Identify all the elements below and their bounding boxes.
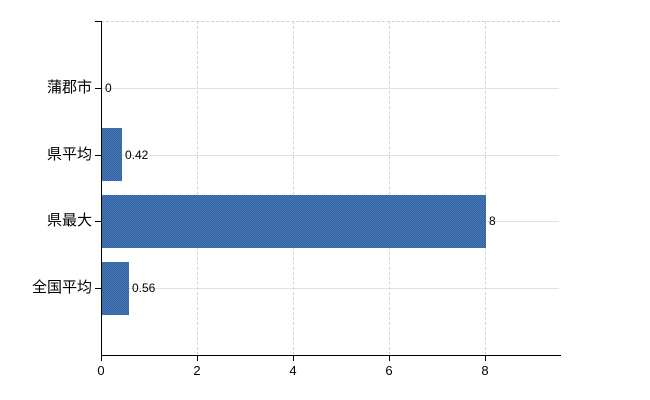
x-tick-label: 0 xyxy=(97,363,105,378)
h-gridline xyxy=(102,288,559,289)
category-label: 全国平均 xyxy=(31,279,92,296)
x-tick xyxy=(101,356,102,361)
x-tick xyxy=(485,356,486,361)
x-tick-label: 2 xyxy=(193,363,201,378)
y-tick xyxy=(95,88,101,89)
category-label: 県最大 xyxy=(46,212,92,229)
x-tick xyxy=(197,356,198,361)
bar xyxy=(102,128,122,181)
bar-value-label: 0.42 xyxy=(125,148,149,162)
x-tick-label: 4 xyxy=(289,363,297,378)
y-axis-end-tick xyxy=(95,21,101,22)
h-gridline xyxy=(102,155,559,156)
bar-value-label: 0.56 xyxy=(132,281,156,295)
bar-value-label: 0 xyxy=(105,81,112,95)
x-tick xyxy=(293,356,294,361)
plot-top-border xyxy=(101,21,560,22)
bar xyxy=(102,262,129,315)
category-label: 県平均 xyxy=(46,146,92,163)
v-gridline xyxy=(293,21,294,355)
y-axis-line xyxy=(101,21,102,356)
v-gridline xyxy=(485,21,486,355)
category-label: 蒲郡市 xyxy=(46,79,92,96)
x-tick xyxy=(389,356,390,361)
x-tick-label: 8 xyxy=(481,363,489,378)
v-gridline xyxy=(389,21,390,355)
y-tick xyxy=(95,155,101,156)
y-tick xyxy=(95,288,101,289)
x-tick-label: 6 xyxy=(385,363,393,378)
x-axis-line xyxy=(101,355,561,356)
v-gridline xyxy=(197,21,198,355)
bar-value-label: 8 xyxy=(489,214,496,228)
bar xyxy=(102,195,486,248)
y-tick xyxy=(95,221,101,222)
h-gridline xyxy=(102,88,559,89)
